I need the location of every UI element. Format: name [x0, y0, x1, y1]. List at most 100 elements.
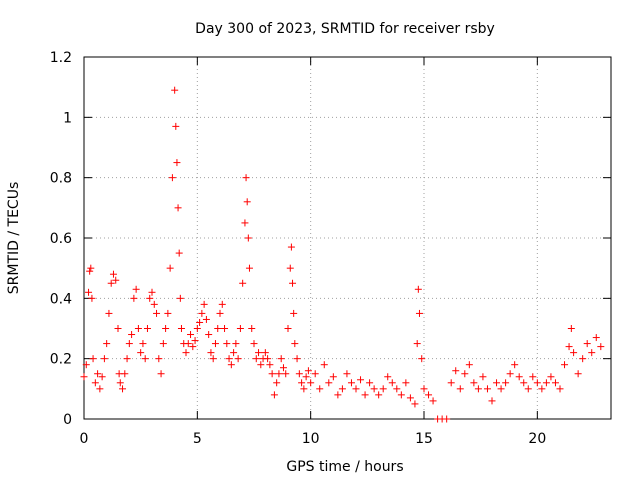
data-point — [502, 379, 510, 387]
data-point — [132, 285, 140, 293]
data-point — [193, 325, 201, 332]
data-point — [184, 340, 192, 348]
data-point — [191, 337, 199, 345]
data-point — [245, 264, 253, 272]
data-point — [286, 264, 294, 272]
data-point — [168, 174, 176, 182]
y-tick-label: 1.2 — [50, 50, 72, 66]
data-point — [343, 370, 351, 378]
tick-labels: 0 0.2 0.4 0.6 0.8 1 1.2 0 5 10 15 20 — [50, 50, 547, 447]
y-tick-label: 0.4 — [50, 291, 72, 307]
data-point — [493, 379, 501, 387]
data-point — [483, 385, 491, 393]
data-point — [443, 415, 451, 423]
data-point — [234, 355, 242, 363]
data-point — [470, 379, 478, 387]
data-point — [236, 325, 244, 332]
data-point — [80, 373, 88, 381]
data-point — [166, 264, 174, 272]
data-point — [130, 294, 138, 302]
x-tick-label: 15 — [415, 431, 433, 447]
data-point — [413, 340, 421, 348]
data-point — [592, 334, 600, 342]
data-point — [216, 309, 224, 317]
data-point — [82, 361, 90, 369]
data-point — [86, 267, 94, 275]
axis-ticks — [83, 56, 611, 420]
data-point — [289, 279, 297, 287]
data-point — [300, 385, 308, 393]
data-point — [255, 349, 263, 357]
data-point — [205, 331, 213, 339]
data-point — [347, 379, 355, 387]
x-tick-label: 0 — [80, 431, 89, 447]
data-point — [579, 355, 587, 363]
data-point — [225, 355, 233, 363]
data-point — [121, 370, 129, 378]
data-point — [176, 294, 184, 302]
data-point — [393, 385, 401, 393]
data-point — [200, 300, 208, 308]
data-point — [388, 379, 396, 387]
data-point — [561, 361, 569, 369]
data-point — [239, 279, 247, 287]
data-point — [329, 373, 337, 381]
data-point — [207, 349, 215, 357]
data-point — [139, 340, 147, 348]
data-point — [175, 249, 183, 257]
data-point — [107, 279, 115, 287]
data-point — [221, 325, 229, 332]
data-point — [153, 309, 161, 317]
data-point — [100, 355, 108, 363]
data-point — [565, 343, 573, 351]
data-point — [334, 391, 342, 399]
data-point — [293, 355, 301, 363]
data-point — [148, 288, 156, 296]
data-point — [284, 325, 292, 332]
data-point — [157, 370, 165, 378]
data-point — [551, 379, 559, 387]
data-point — [196, 318, 204, 326]
data-point — [159, 340, 167, 348]
y-tick-label: 1 — [63, 110, 72, 126]
data-point — [538, 385, 546, 393]
data-point — [242, 174, 250, 182]
data-point — [87, 264, 95, 272]
data-point — [182, 349, 190, 357]
data-point — [177, 325, 185, 332]
data-point — [529, 373, 537, 381]
data-point — [89, 355, 97, 363]
data-point — [273, 379, 281, 387]
data-point — [411, 400, 419, 408]
data-point — [141, 355, 149, 363]
data-point — [357, 376, 365, 384]
data-point — [114, 325, 122, 332]
data-point — [406, 394, 414, 402]
data-point — [266, 361, 274, 369]
data-point — [209, 355, 217, 363]
grid — [84, 57, 611, 419]
data-point — [96, 385, 104, 393]
data-point — [94, 370, 102, 378]
data-point — [338, 385, 346, 393]
x-tick-label: 5 — [193, 431, 202, 447]
data-point — [119, 385, 127, 393]
data-point — [415, 309, 423, 317]
data-point — [298, 379, 306, 387]
data-point — [218, 300, 226, 308]
data-point — [384, 373, 392, 381]
data-point — [171, 86, 179, 94]
data-point — [429, 397, 437, 405]
data-point — [150, 300, 158, 308]
x-tick-label: 20 — [528, 431, 546, 447]
data-point — [379, 385, 387, 393]
data-point — [244, 234, 252, 242]
data-point — [497, 385, 505, 393]
data-point — [361, 391, 369, 399]
data-point — [279, 364, 287, 372]
data-point — [91, 379, 99, 387]
data-point — [277, 355, 285, 363]
data-point — [173, 159, 181, 167]
data-point — [137, 349, 145, 357]
data-point — [128, 331, 136, 339]
